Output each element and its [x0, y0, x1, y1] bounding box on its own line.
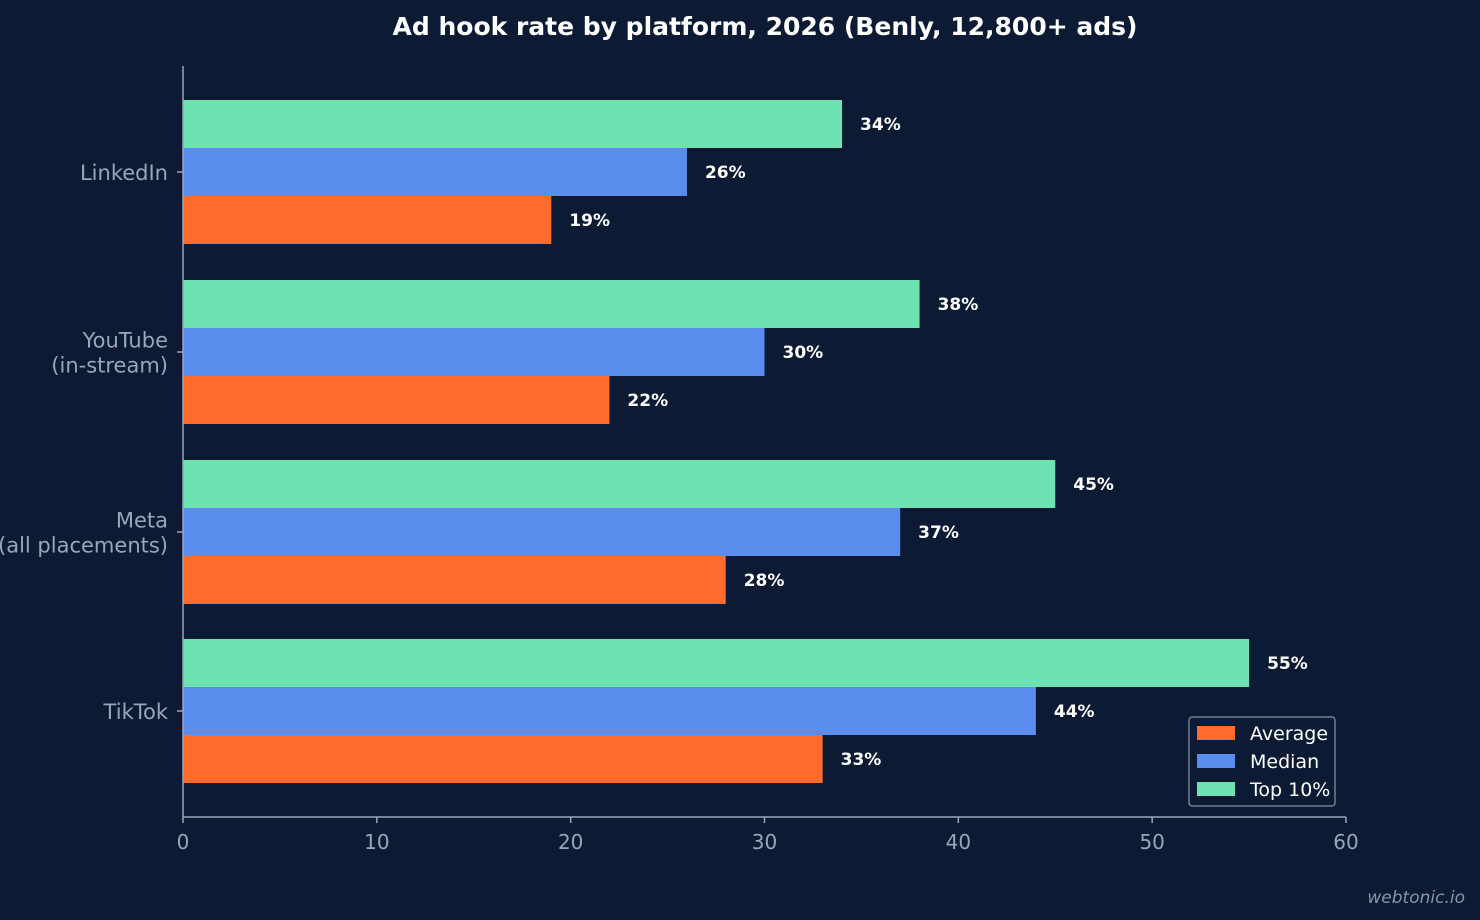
bar-value-label: 44%: [1054, 702, 1095, 722]
watermark-text: webtonic.io: [1367, 888, 1465, 908]
legend-swatch: [1197, 754, 1235, 768]
bar-value-label: 45%: [1073, 475, 1114, 495]
axes-group: LinkedIn YouTube (in-stream) Meta (all place…: [0, 66, 1359, 854]
chart-title: Ad hook rate by platform, 2026 (Benly, 1…: [393, 12, 1138, 41]
bar-value-label: 34%: [860, 115, 901, 135]
bar-value-label: 30%: [783, 343, 824, 363]
bar-top-10--1: [183, 280, 920, 328]
bar-average-3: [183, 735, 823, 783]
bar-value-label: 55%: [1267, 654, 1308, 674]
bar-median-0: [183, 148, 687, 196]
bar-median-2: [183, 508, 901, 556]
legend: Average Median Top 10%: [1188, 716, 1336, 807]
x-tick-label: 30: [752, 830, 777, 854]
x-tick-label: 60: [1333, 830, 1358, 854]
bars-group: 34% 26% 19% 38% 30% 22% 45% 37% 28% 55% 44% 33%: [183, 100, 1308, 783]
legend-label: Average: [1250, 723, 1328, 745]
legend-swatch: [1197, 726, 1235, 740]
x-tick-label: 10: [364, 830, 389, 854]
bar-top-10--2: [183, 460, 1056, 508]
category-label: YouTube (in-stream): [51, 329, 168, 378]
legend-swatch: [1197, 782, 1235, 796]
legend-label: Top 10%: [1249, 779, 1330, 801]
bar-top-10--0: [183, 100, 843, 148]
bar-average-0: [183, 196, 552, 244]
bar-value-label: 28%: [744, 571, 785, 591]
x-tick-label: 50: [1139, 830, 1164, 854]
bar-value-label: 22%: [627, 391, 668, 411]
category-label: LinkedIn: [80, 161, 168, 185]
bar-value-label: 38%: [938, 295, 979, 315]
category-label: Meta (all placements): [0, 509, 168, 558]
bar-value-label: 19%: [569, 211, 610, 231]
bar-median-3: [183, 687, 1036, 735]
x-tick-label: 40: [946, 830, 971, 854]
bar-average-1: [183, 376, 610, 424]
bar-value-label: 37%: [918, 523, 959, 543]
x-tick-label: 0: [177, 830, 190, 854]
bar-top-10--3: [183, 639, 1250, 687]
bar-average-2: [183, 556, 726, 604]
bar-median-1: [183, 328, 765, 376]
bar-value-label: 26%: [705, 163, 746, 183]
legend-label: Median: [1250, 751, 1319, 773]
x-tick-label: 20: [558, 830, 583, 854]
bar-value-label: 33%: [841, 750, 882, 770]
category-label: TikTok: [103, 700, 169, 724]
